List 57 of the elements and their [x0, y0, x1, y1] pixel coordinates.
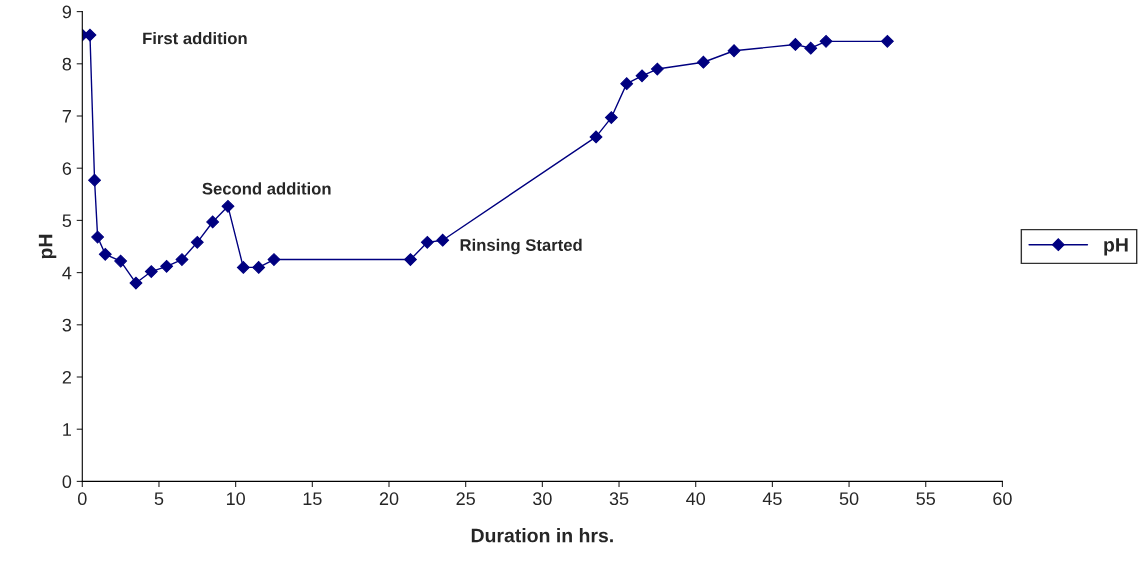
x-tick-label: 0 — [77, 492, 87, 506]
point — [144, 265, 158, 278]
point — [221, 199, 235, 213]
x-tick-label: 5 — [154, 492, 164, 506]
y-tick-label: 5 — [62, 214, 72, 228]
point — [788, 38, 802, 51]
point — [420, 235, 434, 249]
annotation: Rinsing Started — [460, 238, 582, 255]
y-tick-label: 8 — [62, 57, 72, 71]
point — [635, 69, 649, 83]
annotation: First addition — [143, 32, 247, 45]
point — [91, 230, 105, 244]
point — [880, 34, 894, 48]
x-tick-label: 60 — [993, 492, 1012, 506]
x-tick-label: 50 — [839, 492, 859, 506]
y-tick-label: 3 — [62, 318, 72, 332]
point — [114, 254, 128, 268]
point — [804, 41, 818, 55]
y-tick-label: 1 — [63, 423, 71, 436]
legend-label: pH — [1104, 238, 1128, 256]
x-axis-title: Duration in hrs. — [471, 528, 613, 543]
point — [160, 259, 174, 273]
y-tick-label: 6 — [62, 162, 72, 175]
point — [819, 34, 833, 48]
y-tick-label: 9 — [62, 5, 72, 19]
point — [436, 233, 450, 247]
x-tick-label: 40 — [686, 492, 706, 506]
y-tick-label: 4 — [62, 266, 72, 280]
point — [129, 276, 143, 290]
point — [206, 215, 220, 229]
y-tick-label: 2 — [62, 370, 71, 384]
point — [190, 235, 204, 249]
point — [650, 62, 664, 76]
x-tick-label: 45 — [762, 492, 782, 506]
annotation: Second addition — [202, 182, 331, 195]
x-tick-label: 10 — [226, 492, 245, 506]
point — [727, 44, 741, 58]
point — [696, 55, 710, 69]
y-tick-label: 0 — [62, 475, 72, 489]
point — [236, 260, 250, 274]
point — [267, 253, 281, 266]
x-tick-label: 15 — [303, 492, 322, 506]
point — [404, 253, 417, 266]
point — [620, 77, 634, 91]
point — [98, 247, 112, 261]
point — [252, 260, 266, 274]
x-tick-label: 20 — [379, 492, 399, 506]
x-tick-label: 35 — [609, 492, 629, 506]
y-axis-title: pH — [38, 234, 57, 259]
point — [604, 111, 618, 124]
point — [175, 253, 189, 266]
y-tick-label: 7 — [62, 110, 71, 123]
x-tick-label: 55 — [916, 492, 936, 506]
x-tick-label: 30 — [533, 492, 552, 506]
point — [589, 130, 603, 144]
point — [88, 173, 101, 187]
x-tick-label: 25 — [456, 492, 475, 506]
